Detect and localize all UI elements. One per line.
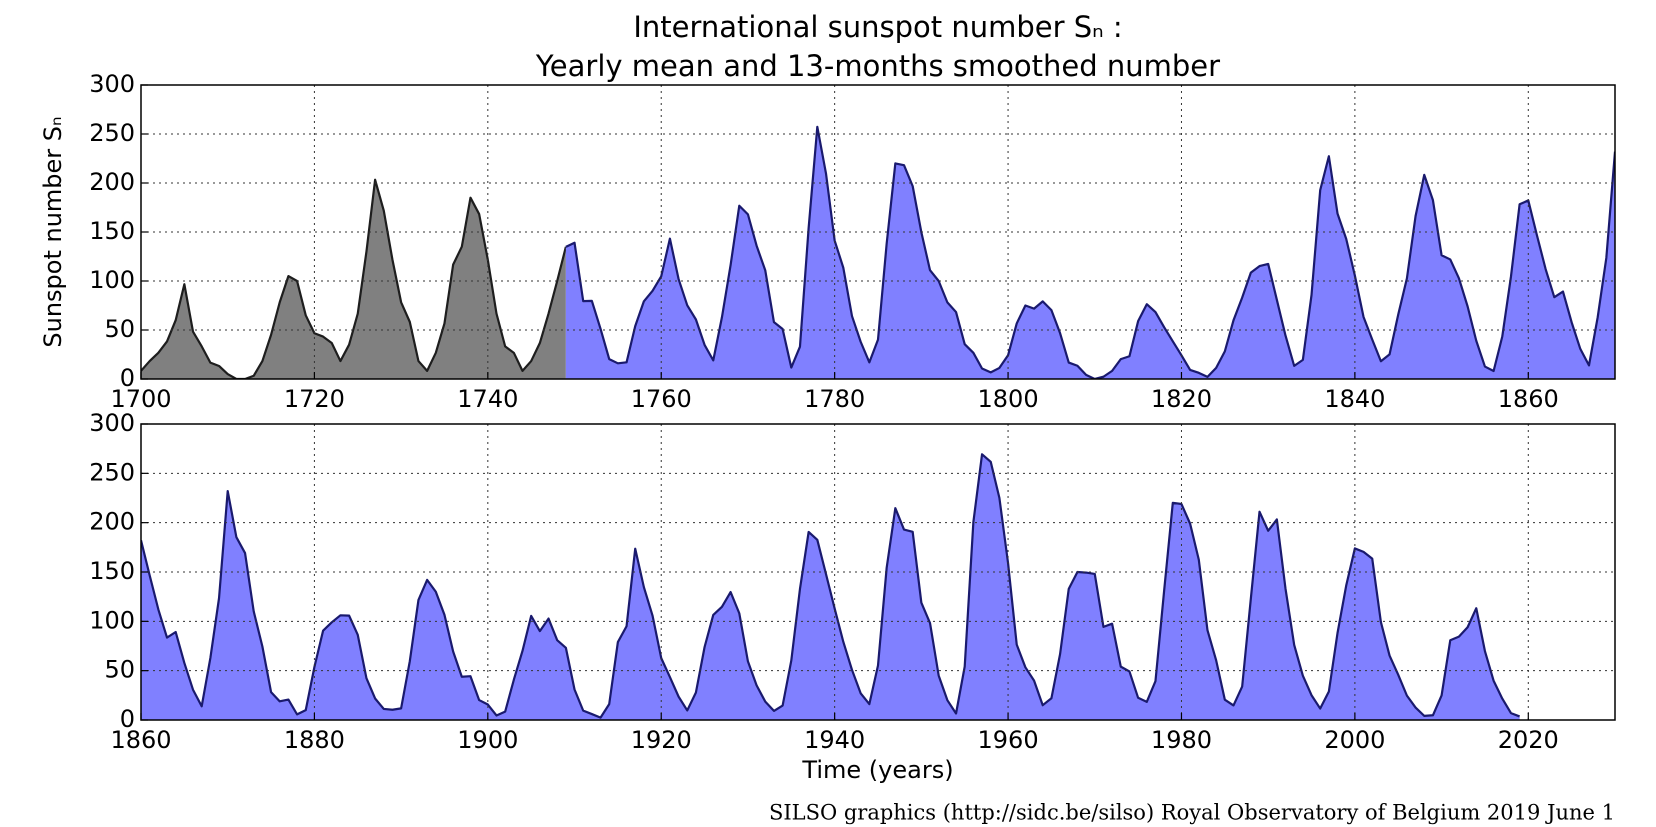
x-axis-label: Time (years) bbox=[801, 756, 953, 784]
series-line bbox=[565, 125, 1615, 379]
y-tick-label: 0 bbox=[120, 705, 135, 733]
y-tick-label: 0 bbox=[120, 364, 135, 392]
y-tick-label: 250 bbox=[89, 458, 135, 486]
y-tick-label: 200 bbox=[89, 508, 135, 536]
x-tick-label: 1980 bbox=[1151, 726, 1212, 754]
x-tick-label: 1780 bbox=[804, 385, 865, 413]
area-fill bbox=[141, 454, 1520, 720]
y-tick-label: 50 bbox=[104, 315, 135, 343]
chart-subtitle: Yearly mean and 13-months smoothed numbe… bbox=[535, 49, 1220, 83]
x-tick-label: 1720 bbox=[284, 385, 345, 413]
x-tick-label: 1840 bbox=[1324, 385, 1385, 413]
y-axis-label: Sunspot number Sₙ bbox=[39, 116, 67, 347]
area-fill bbox=[565, 126, 1615, 379]
x-tick-label: 1800 bbox=[978, 385, 1039, 413]
x-tick-label: 1700 bbox=[110, 385, 171, 413]
x-tick-label: 1820 bbox=[1151, 385, 1212, 413]
plot-frame bbox=[140, 423, 1616, 721]
x-tick-label: 1860 bbox=[110, 726, 171, 754]
y-tick-label: 200 bbox=[89, 168, 135, 196]
plot-area bbox=[141, 125, 1615, 379]
y-tick-label: 250 bbox=[89, 119, 135, 147]
x-tick-label: 1920 bbox=[631, 726, 692, 754]
credit: SILSO graphics (http://sidc.be/silso) Ro… bbox=[769, 801, 1615, 825]
y-tick-label: 100 bbox=[89, 266, 135, 294]
y-tick-label: 150 bbox=[89, 557, 135, 585]
x-tick-label: 2020 bbox=[1498, 726, 1559, 754]
y-tick-label: 100 bbox=[89, 606, 135, 634]
x-tick-label: 1760 bbox=[631, 385, 692, 413]
y-tick-label: 50 bbox=[104, 656, 135, 684]
y-tick-label: 300 bbox=[89, 70, 135, 98]
y-tick-label: 150 bbox=[89, 217, 135, 245]
series-line bbox=[141, 453, 1521, 719]
plot-frame bbox=[140, 84, 1616, 380]
chart-title: International sunspot number Sₙ : bbox=[633, 10, 1122, 44]
x-tick-label: 1960 bbox=[978, 726, 1039, 754]
x-tick-label: 1860 bbox=[1498, 385, 1559, 413]
x-tick-label: 1880 bbox=[284, 726, 345, 754]
x-tick-label: 1740 bbox=[457, 385, 518, 413]
x-tick-label: 2000 bbox=[1324, 726, 1385, 754]
x-tick-label: 1900 bbox=[457, 726, 518, 754]
series-line bbox=[141, 178, 567, 379]
area-fill bbox=[141, 179, 566, 379]
y-tick-label: 300 bbox=[89, 409, 135, 437]
plot-area bbox=[141, 453, 1521, 720]
x-tick-label: 1940 bbox=[804, 726, 865, 754]
